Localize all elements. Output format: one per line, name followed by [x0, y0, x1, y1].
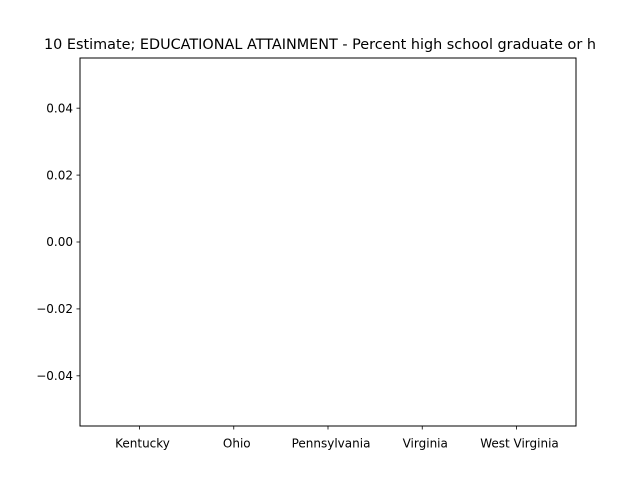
chart-title: 10 Estimate; EDUCATIONAL ATTAINMENT - Pe… [44, 37, 596, 53]
y-axis: −0.04 −0.02 0.00 0.02 0.04 [36, 101, 80, 383]
x-tick-label: Ohio [223, 437, 251, 451]
y-tick-label: 0.04 [46, 101, 73, 115]
x-tick-label: Virginia [403, 437, 448, 451]
x-tick-label: Pennsylvania [292, 437, 371, 451]
x-axis: Kentucky Ohio Pennsylvania Virginia West Vir… [115, 426, 559, 451]
y-tick-label: 0.00 [46, 235, 73, 249]
y-tick-label: −0.04 [36, 369, 73, 383]
x-tick-label: West Virginia [480, 437, 559, 451]
y-tick-label: −0.02 [36, 302, 73, 316]
x-tick-label: Kentucky [115, 437, 170, 451]
y-tick-label: 0.02 [46, 168, 73, 182]
